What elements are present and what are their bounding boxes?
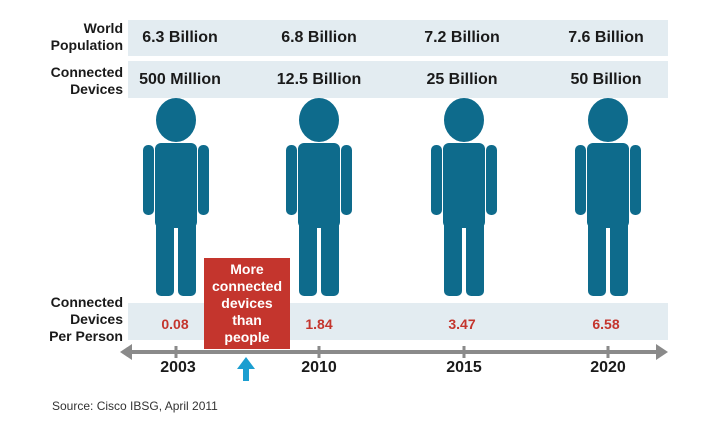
population-band [128, 20, 668, 56]
row-label-world-population: World Population [50, 20, 123, 53]
year-2003: 2003 [160, 359, 196, 376]
timeline-arrow-right [656, 344, 668, 360]
population-2015: 7.2 Billion [424, 29, 500, 46]
devices-2020: 50 Billion [570, 71, 642, 88]
population-2003: 6.3 Billion [142, 29, 218, 46]
population-2020: 7.6 Billion [568, 29, 644, 46]
population-2010: 6.8 Billion [281, 29, 357, 46]
ratio-2010: 1.84 [305, 316, 333, 332]
devices-band [128, 61, 668, 98]
devices-2015: 25 Billion [426, 71, 498, 88]
ratio-2003: 0.08 [161, 316, 189, 332]
person-icon-2015 [431, 98, 497, 296]
timeline-arrow-left [120, 344, 132, 360]
callout-more-devices-than-people: More connected devices than people [204, 258, 290, 349]
source-note: Source: Cisco IBSG, April 2011 [52, 399, 218, 413]
person-icon-2020 [575, 98, 641, 296]
devices-2010: 12.5 Billion [276, 71, 362, 88]
up-arrow-icon [237, 357, 255, 381]
person-icon-2010 [286, 98, 352, 296]
ratio-2020: 6.58 [592, 316, 620, 332]
devices-2003: 500 Million [139, 71, 221, 88]
row-label-devices-per-person: Connected Devices Per Person [49, 294, 123, 344]
year-2015: 2015 [446, 359, 482, 376]
year-2020: 2020 [590, 359, 626, 376]
ratio-2015: 3.47 [448, 316, 476, 332]
person-icon-2003 [143, 98, 209, 296]
year-2010: 2010 [301, 359, 337, 376]
row-label-connected-devices: Connected Devices [50, 64, 123, 97]
